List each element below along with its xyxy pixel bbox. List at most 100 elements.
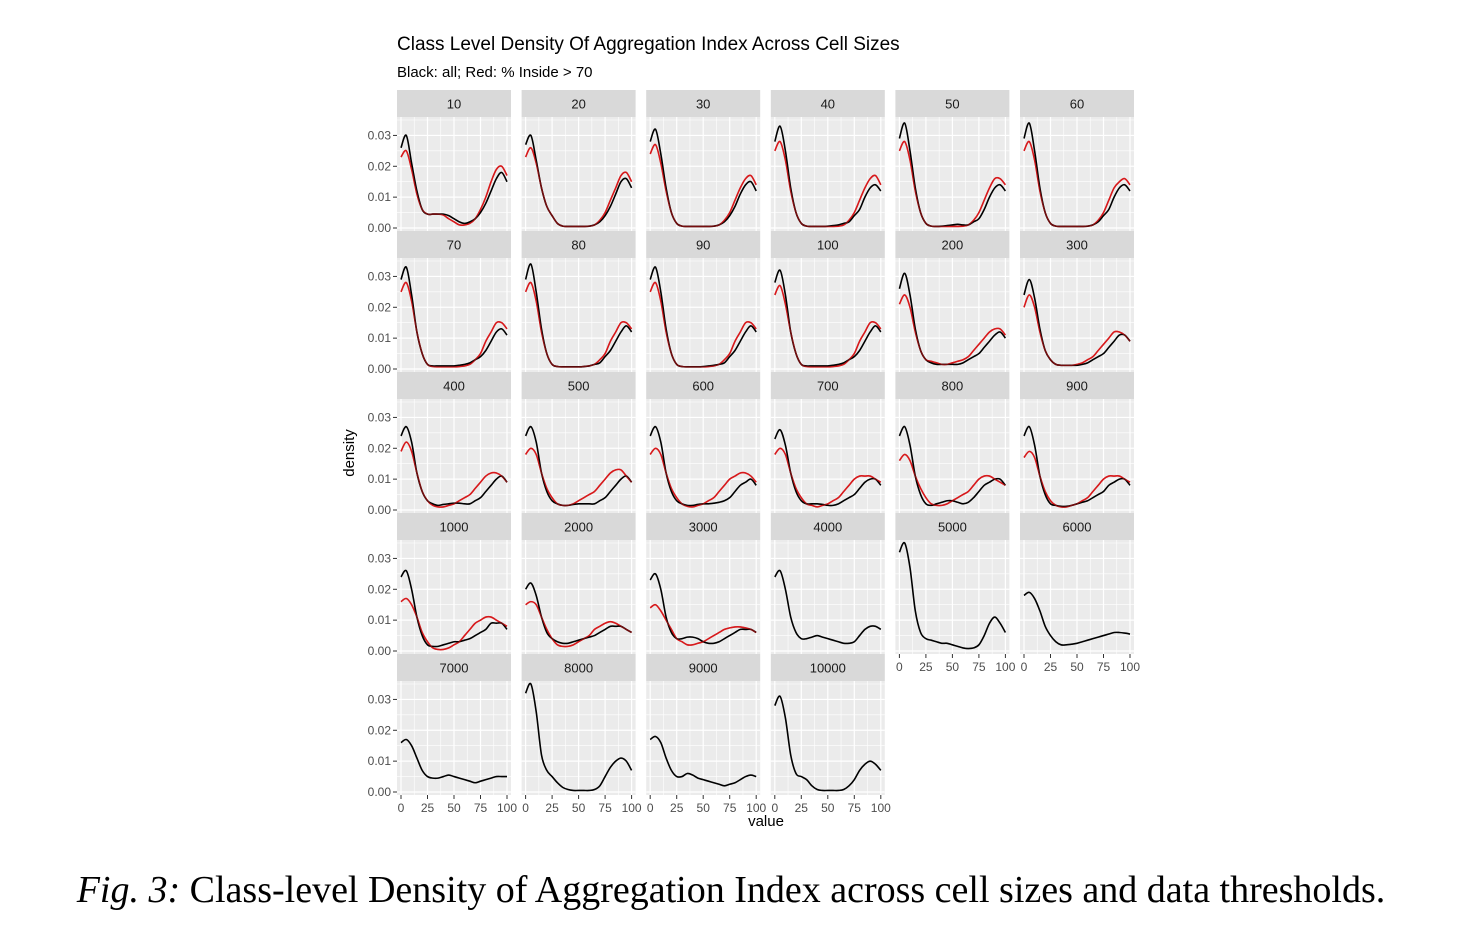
y-tick-label: 0.01 bbox=[368, 190, 392, 204]
chart-title: Class Level Density Of Aggregation Index… bbox=[397, 34, 900, 55]
y-tick-label: 0.00 bbox=[368, 644, 392, 658]
series-line-inside-overlay bbox=[774, 140, 882, 228]
facet-strip-label: 30 bbox=[696, 97, 710, 112]
facet-strip-label: 20 bbox=[571, 97, 585, 112]
facet-panel-50: 50 bbox=[895, 90, 1010, 231]
y-tick-label: 0.03 bbox=[368, 128, 392, 142]
y-tick-label: 0.03 bbox=[368, 551, 392, 565]
x-tick-label: 75 bbox=[474, 801, 488, 815]
facet-panel-70: 70 0.00 0.01 0.02 0.03 bbox=[368, 231, 511, 376]
series-line-inside-overlay bbox=[1023, 450, 1131, 508]
series-line-all bbox=[774, 695, 882, 792]
series-line-inside-overlay bbox=[774, 284, 882, 368]
facet-panel-400: 400 0.00 0.01 0.02 0.03 bbox=[368, 372, 511, 517]
series-line-inside-overlay bbox=[525, 447, 633, 507]
caption-text: Class-level Density of Aggregation Index… bbox=[189, 869, 1386, 911]
facet-panel-1000: 1000 0.00 0.01 0.02 0.03 bbox=[368, 513, 511, 658]
facet-strip-label: 6000 bbox=[1063, 520, 1092, 535]
facet-panel-500: 500 bbox=[521, 372, 636, 513]
series-line-all bbox=[1023, 591, 1131, 646]
x-tick-label: 25 bbox=[795, 801, 809, 815]
facet-strip-label: 40 bbox=[821, 97, 835, 112]
facet-strip bbox=[521, 90, 636, 117]
series-line-inside-overlay bbox=[525, 147, 633, 228]
series-line-inside-overlay bbox=[1023, 294, 1131, 367]
faceted-density-chart: Class Level Density Of Aggregation Index… bbox=[341, 34, 1140, 830]
facet-strip-label: 10000 bbox=[810, 661, 846, 676]
series-line-inside-overlay bbox=[525, 281, 633, 368]
facet-strip-label: 300 bbox=[1066, 238, 1088, 253]
facet-strip bbox=[521, 231, 636, 258]
series-line-all bbox=[400, 738, 507, 784]
chart-subtitle: Black: all; Red: % Inside > 70 bbox=[397, 64, 593, 81]
facet-strip bbox=[397, 231, 511, 258]
series-line-inside-overlay bbox=[1023, 140, 1131, 228]
x-tick-label: 0 bbox=[647, 801, 654, 815]
x-tick-label: 50 bbox=[572, 801, 586, 815]
facet-strip bbox=[1020, 231, 1134, 258]
x-tick-label: 25 bbox=[670, 801, 684, 815]
series-line-all bbox=[898, 541, 1007, 650]
facet-strip bbox=[1020, 90, 1134, 117]
facet-panel-90: 90 bbox=[646, 231, 761, 372]
y-tick-label: 0.00 bbox=[368, 503, 392, 517]
facet-strip-label: 900 bbox=[1066, 379, 1088, 394]
y-tick-label: 0.00 bbox=[368, 785, 392, 799]
facet-strip bbox=[770, 654, 885, 681]
facet-strip-label: 5000 bbox=[938, 520, 967, 535]
facet-panel-900: 900 bbox=[1020, 372, 1134, 513]
x-tick-label: 100 bbox=[622, 801, 642, 815]
facet-strip-label: 3000 bbox=[689, 520, 718, 535]
facet-strip bbox=[646, 231, 761, 258]
facet-strip bbox=[397, 372, 511, 399]
facet-panel-40: 40 bbox=[770, 90, 885, 231]
facet-panel-4000: 4000 bbox=[770, 513, 885, 654]
facet-strip-label: 9000 bbox=[689, 661, 718, 676]
figure-caption: Fig. 3: Class-level Density of Aggregati… bbox=[0, 868, 1462, 912]
facet-strip bbox=[521, 654, 636, 681]
facet-strip bbox=[895, 90, 1010, 117]
x-tick-label: 0 bbox=[896, 660, 903, 674]
series-line-inside-overlay bbox=[400, 281, 508, 368]
y-tick-label: 0.02 bbox=[368, 300, 392, 314]
x-tick-label: 50 bbox=[821, 801, 835, 815]
facet-strip-label: 600 bbox=[692, 379, 714, 394]
facet-panel-800: 800 bbox=[895, 372, 1010, 513]
y-tick-label: 0.02 bbox=[368, 441, 392, 455]
x-tick-label: 50 bbox=[946, 660, 960, 674]
series-line-inside-overlay bbox=[400, 597, 508, 651]
facet-panel-300: 300 bbox=[1020, 231, 1134, 372]
facet-strip-label: 1000 bbox=[440, 520, 469, 535]
facet-panels: 10 0.00 0.01 0.02 0.03 20 30 40 50 60 70 0.00 0.01 0.… bbox=[368, 90, 1140, 815]
x-tick-label: 25 bbox=[545, 801, 559, 815]
y-tick-label: 0.03 bbox=[368, 269, 392, 283]
facet-panel-9000: 9000 0 25 50 75 100 bbox=[646, 654, 767, 815]
facet-panel-10: 10 0.00 0.01 0.02 0.03 bbox=[368, 90, 511, 235]
caption-label: Fig. 3: bbox=[76, 869, 181, 911]
series-line-inside-overlay bbox=[898, 294, 1006, 366]
series-line-inside-overlay bbox=[898, 140, 1006, 228]
facet-strip bbox=[646, 654, 761, 681]
facet-strip-label: 2000 bbox=[564, 520, 593, 535]
series-line-inside-overlay bbox=[400, 441, 508, 508]
facet-panel-20: 20 bbox=[521, 90, 636, 231]
facet-strip bbox=[646, 513, 761, 540]
facet-panel-60: 60 bbox=[1020, 90, 1134, 231]
facet-strip-label: 80 bbox=[571, 238, 585, 253]
facet-panel-3000: 3000 bbox=[646, 513, 761, 654]
facet-panel-30: 30 bbox=[646, 90, 761, 231]
facet-strip-label: 4000 bbox=[813, 520, 842, 535]
series-line-all bbox=[524, 682, 633, 792]
facet-strip bbox=[895, 513, 1010, 540]
x-tick-label: 100 bbox=[746, 801, 766, 815]
y-tick-label: 0.03 bbox=[368, 410, 392, 424]
x-tick-label: 25 bbox=[421, 801, 435, 815]
facet-strip bbox=[770, 513, 885, 540]
facet-strip-label: 7000 bbox=[440, 661, 469, 676]
series-line-inside-overlay bbox=[400, 149, 508, 226]
facet-strip bbox=[770, 372, 885, 399]
facet-strip-label: 100 bbox=[817, 238, 839, 253]
facet-strip-label: 400 bbox=[443, 379, 465, 394]
x-tick-label: 50 bbox=[447, 801, 461, 815]
facet-strip bbox=[397, 90, 511, 117]
